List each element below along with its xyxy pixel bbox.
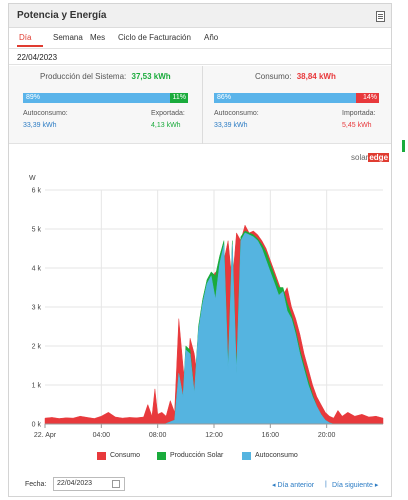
production-bar: 89% 11% (23, 93, 188, 103)
summary-divider (202, 66, 203, 144)
period-tabs: Día Semana Mes Ciclo de Facturación Año (9, 29, 391, 47)
production-value: 37,53 kWh (131, 72, 171, 81)
tab-billing-cycle[interactable]: Ciclo de Facturación (118, 33, 191, 42)
power-chart: solaredge W 0 k 1 k 2 k 3 k 4 k 5 k 6 k 22. Apr 0… (9, 145, 391, 497)
y-tick-label: 6 k (32, 188, 42, 195)
x-tick-label: 12:00 (205, 432, 223, 439)
x-tick-label: 16:00 (262, 432, 280, 439)
panel-header: Potencia y Energía (9, 4, 391, 28)
tab-month[interactable]: Mes (90, 33, 106, 42)
legend-produccion-solar[interactable]: Producción Solar (170, 452, 224, 459)
nav-separator: | (325, 481, 327, 488)
legend-consumo[interactable]: Consumo (110, 452, 140, 459)
calendar-icon[interactable] (112, 480, 120, 488)
date-field-value: 22/04/2023 (57, 480, 93, 487)
consumption-bar: 86% 14% (214, 93, 379, 103)
consumption-self-value: 33,39 kWh (214, 122, 248, 129)
legend-swatch-produccion (157, 452, 166, 460)
consumption-label: Consumo: (255, 72, 292, 81)
x-tick-label: 20:00 (318, 432, 336, 439)
power-energy-panel: Potencia y Energía Día Semana Mes Ciclo … (8, 3, 392, 497)
y-tick-label: 2 k (32, 344, 42, 351)
date-row: 22/04/2023 (9, 48, 391, 65)
production-export-segment: 11% (169, 93, 188, 103)
energy-summary: Producción del Sistema: 37,53 kWh 89% 11… (9, 66, 391, 144)
production-summary: Producción del Sistema: 37,53 kWh (40, 72, 171, 81)
y-tick-label: 1 k (32, 383, 42, 390)
production-export-label: Exportada: (151, 110, 185, 117)
chevron-right-icon: ▸ (374, 482, 379, 489)
legend-autoconsumo[interactable]: Autoconsumo (255, 452, 298, 459)
production-label: Producción del Sistema: (40, 72, 127, 81)
x-tick-label: 04:00 (93, 432, 111, 439)
background-fragment (402, 140, 408, 152)
consumption-import-label: Importada: (342, 110, 376, 117)
y-tick-label: 0 k (32, 422, 42, 429)
consumption-import-value: 5,45 kWh (342, 122, 372, 129)
y-tick-label: 5 k (32, 227, 42, 234)
date-navigation: Fecha: 22/04/2023 ◂ Día anterior | Día s… (9, 473, 391, 497)
production-self-label: Autoconsumo: (23, 110, 68, 117)
next-day-link[interactable]: Día siguiente ▸ (332, 482, 379, 489)
y-tick-label: 4 k (32, 266, 42, 273)
area-autoconsumo (45, 232, 383, 425)
date-field-label: Fecha: (25, 481, 47, 488)
legend-swatch-autoconsumo (242, 452, 251, 460)
x-tick-label: 08:00 (149, 432, 167, 439)
export-icon[interactable] (376, 11, 385, 22)
tab-week[interactable]: Semana (53, 33, 83, 42)
active-tab-indicator (17, 45, 43, 47)
production-self-value: 33,39 kWh (23, 122, 57, 129)
y-axis-label: W (29, 175, 36, 182)
consumption-self-segment: 86% (214, 93, 356, 103)
production-self-segment: 89% (23, 93, 170, 103)
tab-year[interactable]: Año (204, 33, 219, 42)
date-field[interactable]: 22/04/2023 (53, 477, 125, 491)
consumption-self-label: Autoconsumo: (214, 110, 259, 117)
production-export-value: 4,13 kWh (151, 122, 181, 129)
solaredge-logo: solaredge (351, 153, 390, 162)
tab-day[interactable]: Día (19, 33, 32, 42)
consumption-summary: Consumo: 38,84 kWh (255, 72, 336, 81)
chevron-left-icon: ◂ (272, 482, 276, 489)
selected-date: 22/04/2023 (17, 53, 58, 62)
previous-day-link[interactable]: ◂ Día anterior (272, 482, 315, 489)
legend-swatch-consumo (97, 452, 106, 460)
chart-svg: W 0 k 1 k 2 k 3 k 4 k 5 k 6 k 22. Apr 04:00 08:00 1… (29, 175, 384, 439)
y-tick-label: 3 k (32, 305, 42, 312)
consumption-value: 38,84 kWh (296, 72, 336, 81)
x-tick-label: 22. Apr (34, 432, 57, 439)
consumption-import-segment: 14% (355, 93, 379, 103)
panel-title: Potencia y Energía (17, 10, 107, 21)
